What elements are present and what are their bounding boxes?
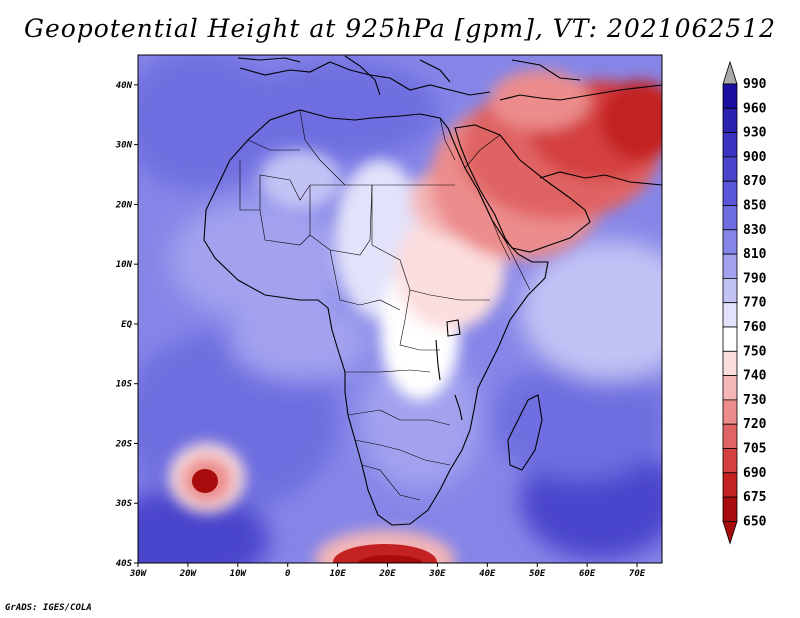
- colorbar-label: 960: [743, 101, 767, 116]
- colorbar-bottom-arrow: [722, 521, 738, 545]
- x-tick-label: 70E: [629, 569, 646, 579]
- colorbar-swatch: [722, 132, 738, 158]
- x-tick-label: 30W: [129, 569, 148, 579]
- y-tick-label: 30S: [115, 499, 133, 509]
- colorbar-label: 850: [743, 199, 767, 214]
- colorbar-swatch: [722, 107, 738, 134]
- colorbar-swatch: [722, 205, 738, 231]
- y-axis: 40N 30N 20N 10N EQ 10S 20S 30S 40S: [115, 81, 138, 569]
- colorbar-swatch: [722, 180, 738, 206]
- colorbar-label: 900: [743, 150, 767, 165]
- colorbar-label: 705: [743, 442, 766, 457]
- colorbar-label: 730: [743, 393, 767, 408]
- colorbar-label: 750: [743, 344, 767, 359]
- colorbar-swatch: [722, 472, 738, 498]
- colorbar-swatch: [722, 375, 738, 401]
- colorbar-label: 930: [743, 126, 767, 141]
- map-frame: [137, 54, 663, 564]
- country-borders: [239, 109, 531, 501]
- x-tick-label: 50E: [529, 569, 546, 579]
- colorbar-swatch: [722, 496, 738, 522]
- colorbar-swatch: [722, 277, 738, 304]
- x-tick-label: 10E: [329, 569, 346, 579]
- colorbar-swatch: [722, 229, 738, 255]
- colorbar: 990 960 930 900 870 850 830 810 790 770 760 750 740 7…: [722, 60, 767, 545]
- colorbar-label: 740: [743, 369, 767, 384]
- grads-credit: GrADS: IGES/COLA: [5, 603, 92, 613]
- colorbar-swatch: [722, 326, 738, 352]
- colorbar-label: 720: [743, 417, 767, 432]
- colorbar-label: 675: [743, 490, 766, 505]
- coastlines: [203, 55, 662, 526]
- x-axis: 30W 20W 10W 0 10E 20E 30E 40E 50E 60E 70E: [129, 563, 646, 579]
- colorbar-label: 760: [743, 320, 767, 335]
- y-tick-label: 40S: [116, 559, 133, 569]
- map-title: Geopotential Height at 925hPa [gpm], VT:…: [23, 14, 777, 43]
- x-tick-label: 20E: [378, 569, 396, 579]
- colorbar-swatch: [722, 448, 738, 474]
- colorbar-swatch: [722, 83, 738, 109]
- x-tick-label: 30E: [428, 569, 446, 579]
- y-tick-label: 30N: [115, 141, 133, 151]
- colorbar-label: 790: [743, 271, 767, 286]
- colorbar-label: 690: [743, 466, 767, 481]
- colorbar-label: 830: [743, 223, 767, 238]
- colorbar-swatch: [722, 350, 738, 376]
- x-tick-label: 10W: [230, 569, 248, 579]
- colorbar-label: 990: [743, 77, 767, 92]
- x-tick-label: 60E: [579, 569, 596, 579]
- y-tick-label: EQ: [121, 320, 132, 330]
- colorbar-swatch: [722, 399, 738, 425]
- x-tick-label: 0: [285, 569, 291, 579]
- height-field: [138, 55, 662, 563]
- colorbar-swatch: [722, 156, 738, 182]
- y-tick-label: 40N: [116, 81, 133, 91]
- colorbar-label: 770: [743, 296, 767, 311]
- x-tick-label: 20W: [179, 569, 198, 579]
- colorbar-swatch: [722, 302, 738, 328]
- colorbar-swatch: [722, 253, 738, 279]
- y-tick-label: 10N: [116, 260, 133, 270]
- y-tick-label: 20N: [115, 200, 133, 210]
- colorbar-swatch: [722, 423, 738, 449]
- colorbar-top-arrow: [722, 60, 738, 85]
- y-tick-label: 10S: [116, 380, 133, 390]
- x-tick-label: 40E: [479, 569, 496, 579]
- y-tick-label: 20S: [115, 439, 133, 449]
- colorbar-label: 650: [743, 514, 767, 529]
- colorbar-label: 870: [743, 174, 767, 189]
- colorbar-label: 810: [743, 247, 767, 262]
